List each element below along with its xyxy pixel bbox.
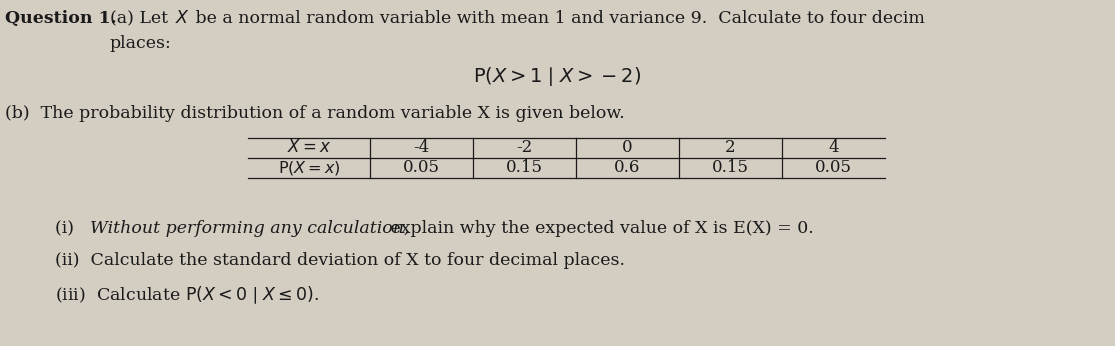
Text: (iii)  Calculate $\mathrm{P}(X < 0 \mid X \leq 0)$.: (iii) Calculate $\mathrm{P}(X < 0 \mid X… [55,284,319,306]
Text: 0: 0 [622,139,633,156]
Text: (ii)  Calculate the standard deviation of X to four decimal places.: (ii) Calculate the standard deviation of… [55,252,626,269]
Text: 0.6: 0.6 [614,160,641,176]
Text: 0.05: 0.05 [815,160,852,176]
Text: -2: -2 [516,139,533,156]
Text: be a normal random variable with mean 1 and variance 9.  Calculate to four decim: be a normal random variable with mean 1 … [190,10,924,27]
Text: (i): (i) [55,220,90,237]
Text: Without performing any calculation,: Without performing any calculation, [90,220,409,237]
Text: places:: places: [110,35,172,52]
Text: Question 1.: Question 1. [4,10,117,27]
Text: 4: 4 [828,139,838,156]
Text: $\mathrm{P}(X>1 \mid X>-2)$: $\mathrm{P}(X>1 \mid X>-2)$ [473,65,641,88]
Text: $X$: $X$ [175,10,190,27]
Text: 0.15: 0.15 [712,160,749,176]
Text: (b)  The probability distribution of a random variable X is given below.: (b) The probability distribution of a ra… [4,105,624,122]
Text: (a) Let: (a) Let [110,10,174,27]
Text: 2: 2 [725,139,736,156]
Text: $\mathrm{P}(X=x)$: $\mathrm{P}(X=x)$ [278,159,340,177]
Text: 0.15: 0.15 [506,160,543,176]
Text: -4: -4 [414,139,429,156]
Text: $X = x$: $X = x$ [287,139,331,156]
Text: 0.05: 0.05 [403,160,440,176]
Text: explain why the expected value of X is E(X) = 0.: explain why the expected value of X is E… [385,220,814,237]
